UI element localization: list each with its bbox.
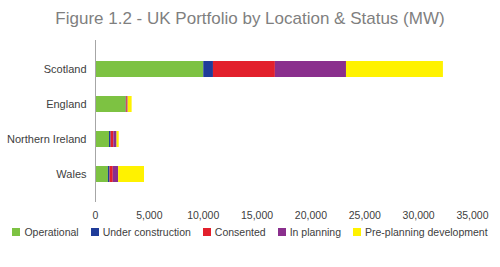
html-text:Operational: Operational: [24, 226, 79, 238]
html-text:Consented: Consented: [214, 226, 266, 238]
svg-text:25,000: 25,000: [349, 209, 381, 221]
svg-text:5,000: 5,000: [136, 209, 162, 221]
svg-text:Wales: Wales: [56, 168, 87, 180]
svg-text:Scotland: Scotland: [44, 63, 87, 75]
html-text:Figure 1.2 - UK Portfolio by L: Figure 1.2 - UK Portfolio by Location & …: [55, 9, 445, 28]
svg-text:15,000: 15,000: [241, 209, 273, 221]
svg-text:20,000: 20,000: [295, 209, 327, 221]
svg-text:35,000: 35,000: [456, 209, 488, 221]
html-text:In planning: In planning: [289, 226, 341, 238]
svg-text:Northern Ireland: Northern Ireland: [7, 133, 87, 145]
html-text:Under construction: Under construction: [102, 226, 191, 238]
svg-text:0: 0: [93, 209, 99, 221]
svg-text:10,000: 10,000: [187, 209, 219, 221]
svg-text:30,000: 30,000: [403, 209, 435, 221]
svg-text:England: England: [46, 98, 86, 110]
html-text:Pre-planning development: Pre-planning development: [365, 226, 488, 238]
